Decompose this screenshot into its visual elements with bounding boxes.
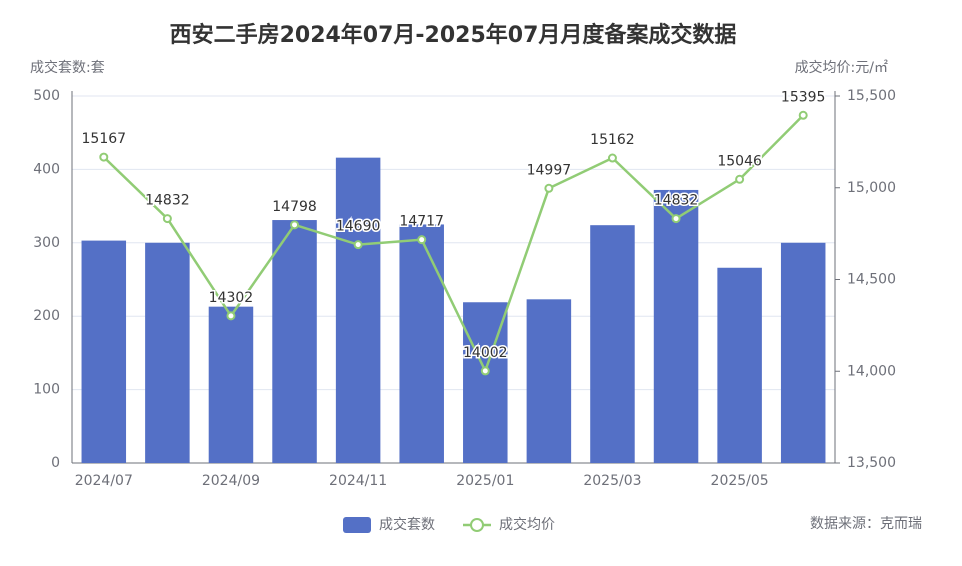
line-point bbox=[798, 110, 808, 120]
y-tick-label: 0 bbox=[51, 455, 60, 471]
line-point bbox=[290, 220, 300, 230]
y2-tick-label: 14,500 bbox=[847, 272, 896, 288]
bar bbox=[653, 189, 699, 463]
data-label: 15162 bbox=[590, 132, 635, 148]
line-point bbox=[735, 174, 745, 184]
y-tick-label: 100 bbox=[33, 382, 60, 398]
line-point bbox=[671, 214, 681, 224]
data-label: 14997 bbox=[527, 162, 572, 178]
y-tick-label: 200 bbox=[33, 308, 60, 324]
y-tick-label: 500 bbox=[33, 88, 60, 104]
bar bbox=[272, 220, 317, 463]
line bbox=[102, 114, 805, 375]
y-tick-label: 400 bbox=[33, 161, 60, 177]
x-tick-label: 2024/11 bbox=[329, 473, 387, 489]
y2-tick-label: 13,500 bbox=[847, 455, 896, 471]
data-label: 14302 bbox=[209, 290, 254, 306]
y-axis-label: 成交套数:套 bbox=[30, 59, 105, 76]
data-label: 15395 bbox=[781, 89, 826, 105]
line-point bbox=[99, 152, 109, 162]
line-point bbox=[607, 153, 617, 163]
chart-title: 西安二手房2024年07月-2025年07月月度备案成交数据 bbox=[170, 22, 737, 48]
bar bbox=[145, 242, 190, 463]
y2-tick-label: 15,500 bbox=[847, 88, 896, 104]
bar bbox=[717, 267, 762, 463]
bar bbox=[81, 240, 127, 463]
legend-label: 成交均价 bbox=[499, 516, 555, 533]
data-label: 14832 bbox=[654, 193, 699, 209]
x-tick-label: 2024/07 bbox=[75, 473, 133, 489]
line-point bbox=[162, 214, 172, 224]
x-tick-label: 2024/09 bbox=[202, 473, 260, 489]
data-label: 15046 bbox=[717, 153, 762, 169]
legend-swatch bbox=[470, 518, 484, 532]
y2-axis-label: 成交均价:元/㎡ bbox=[795, 59, 888, 76]
data-label: 14832 bbox=[145, 193, 190, 209]
data-label: 14690 bbox=[336, 219, 381, 235]
line-point bbox=[544, 183, 554, 193]
bar bbox=[399, 224, 444, 463]
data-label: 14798 bbox=[272, 199, 317, 215]
x-tick-label: 2025/03 bbox=[583, 473, 641, 489]
line-point bbox=[417, 235, 427, 245]
line-point bbox=[353, 240, 363, 250]
y2-tick-label: 15,000 bbox=[847, 180, 896, 196]
line-point bbox=[480, 366, 490, 376]
source: 数据来源：克而瑞 bbox=[810, 516, 922, 532]
bar bbox=[526, 299, 572, 463]
data-label: 14717 bbox=[399, 214, 444, 230]
data-label: 15167 bbox=[82, 131, 127, 147]
legend-swatch bbox=[343, 517, 371, 533]
bar bbox=[208, 306, 254, 463]
bar bbox=[780, 242, 826, 463]
x-tick-label: 2025/01 bbox=[456, 473, 514, 489]
legend-label: 成交套数 bbox=[379, 516, 435, 533]
data-label: 14002 bbox=[463, 345, 508, 361]
bar bbox=[590, 225, 635, 463]
x-tick-label: 2025/05 bbox=[711, 473, 769, 489]
y-tick-label: 300 bbox=[33, 235, 60, 251]
line-point bbox=[226, 311, 236, 321]
bar bbox=[335, 157, 381, 463]
y2-tick-label: 14,000 bbox=[847, 363, 896, 379]
